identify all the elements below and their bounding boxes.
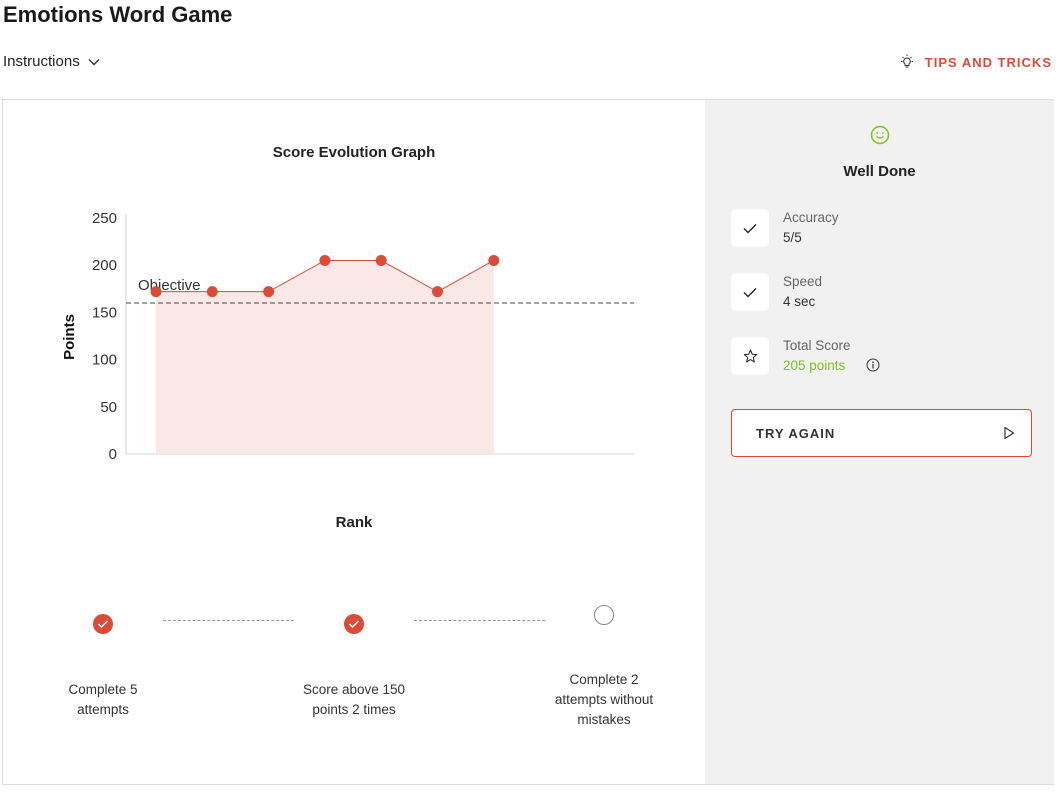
accuracy-label: Accuracy — [783, 210, 839, 225]
rank-2-check-icon — [344, 614, 364, 634]
score-point — [263, 286, 275, 298]
chevron-down-icon — [88, 58, 100, 65]
y-tick-label: 50 — [100, 399, 117, 416]
rank-2-label: Score above 150 points 2 times — [302, 682, 406, 717]
instructions-toggle[interactable]: Instructions — [3, 53, 100, 70]
y-axis-label: Points — [61, 314, 78, 360]
rank-1-check-icon — [93, 614, 113, 634]
smiley-icon — [870, 125, 890, 145]
y-tick-label: 250 — [92, 210, 117, 227]
page-title: Emotions Word Game — [3, 2, 233, 27]
score-point — [432, 286, 443, 298]
lightbulb-icon — [900, 54, 913, 68]
total-score-star-icon — [731, 337, 769, 375]
y-tick-label: 200 — [92, 257, 117, 274]
score-point — [206, 286, 218, 298]
speed-value: 4 sec — [783, 294, 816, 309]
results-card: Score Evolution Graph 0 50 100 150 200 250 Poi… — [2, 99, 1054, 785]
y-tick-label: 100 — [92, 352, 117, 369]
accuracy-value: 5/5 — [783, 230, 802, 245]
chart-title: Score Evolution Graph — [272, 144, 436, 161]
results-sidebar: Well Done Accuracy 5/5 Speed 4 sec Total… — [705, 100, 1054, 784]
tips-and-tricks-link[interactable]: TIPS AND TRICKS — [899, 54, 1052, 70]
rank-connector — [163, 620, 294, 621]
y-tick-label: 150 — [92, 304, 117, 321]
rank-connector — [414, 620, 545, 621]
rank-3-label: Complete 2 attempts without mistakes — [554, 672, 654, 727]
score-point — [488, 254, 500, 266]
speed-check-icon — [731, 273, 769, 311]
score-point — [150, 286, 162, 298]
rank-1-label: Complete 5 attempts — [68, 682, 138, 717]
rank-3-empty-circle-icon — [594, 605, 614, 625]
well-done-heading: Well Done — [843, 163, 916, 180]
try-again-button[interactable]: TRY AGAIN — [731, 409, 1032, 457]
total-score-label: Total Score — [783, 338, 851, 353]
score-point — [319, 254, 331, 266]
tips-label: TIPS AND TRICKS — [924, 54, 1052, 70]
info-icon[interactable] — [866, 358, 880, 372]
try-again-label: TRY AGAIN — [756, 425, 836, 441]
y-tick-label: 0 — [109, 446, 117, 463]
score-area — [156, 260, 494, 454]
rank-title: Rank — [335, 514, 373, 531]
accuracy-check-icon — [731, 209, 769, 247]
instructions-label: Instructions — [3, 53, 80, 70]
score-point — [375, 254, 387, 266]
play-icon — [1004, 426, 1015, 440]
total-score-value: 205 points — [783, 358, 846, 373]
speed-label: Speed — [783, 274, 823, 289]
